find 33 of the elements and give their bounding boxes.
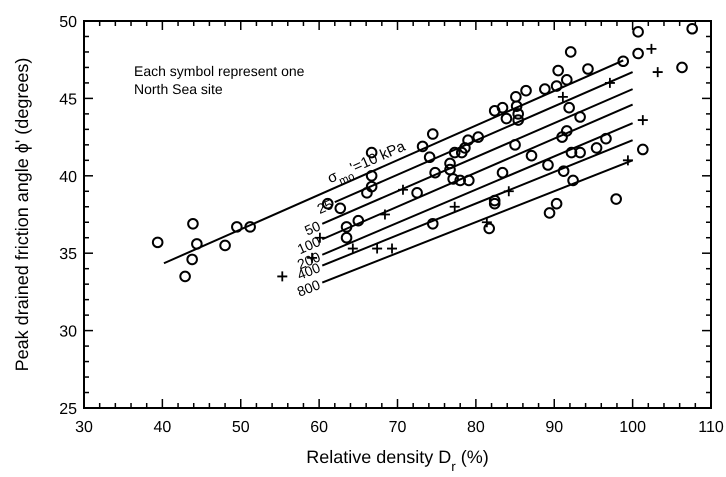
point (448, 200, 461, 213)
point (371, 242, 384, 254)
x-tick-label: 30 (75, 419, 93, 436)
y-tick-label: 35 (59, 246, 78, 264)
text: 50 (302, 218, 323, 239)
point (386, 242, 398, 254)
point (379, 208, 391, 220)
annotation: Each symbol represent one North Sea site (134, 63, 305, 97)
point (622, 154, 634, 166)
point (556, 90, 569, 103)
x-tick-label: 80 (466, 419, 485, 436)
point (636, 114, 649, 126)
y-tick-label: 40 (59, 168, 78, 186)
point (397, 184, 409, 196)
y-tick-label: 50 (59, 14, 78, 31)
y-tick-label: 30 (59, 324, 78, 341)
x-tick-label: 90 (545, 419, 564, 436)
x-tick-label: 100 (619, 419, 646, 436)
point (276, 270, 288, 282)
y-tick-label: 45 (59, 91, 78, 108)
point (604, 77, 616, 89)
point (652, 66, 664, 78)
x-tick-label: 60 (310, 419, 328, 436)
x-axis-title: Relative density D$_{r}$ (%) (306, 447, 489, 474)
x-tick-label: 110 (698, 419, 724, 436)
y-axis-title: Peak drained friction angle ϕ' (degrees) (12, 58, 32, 372)
point (502, 185, 515, 198)
y-tick-label: 25 (59, 401, 78, 418)
point (346, 242, 359, 254)
point (646, 42, 658, 55)
x-tick-label: 70 (388, 419, 406, 436)
x-tick-label: 40 (153, 419, 172, 436)
x-tick-label: 50 (232, 419, 250, 436)
